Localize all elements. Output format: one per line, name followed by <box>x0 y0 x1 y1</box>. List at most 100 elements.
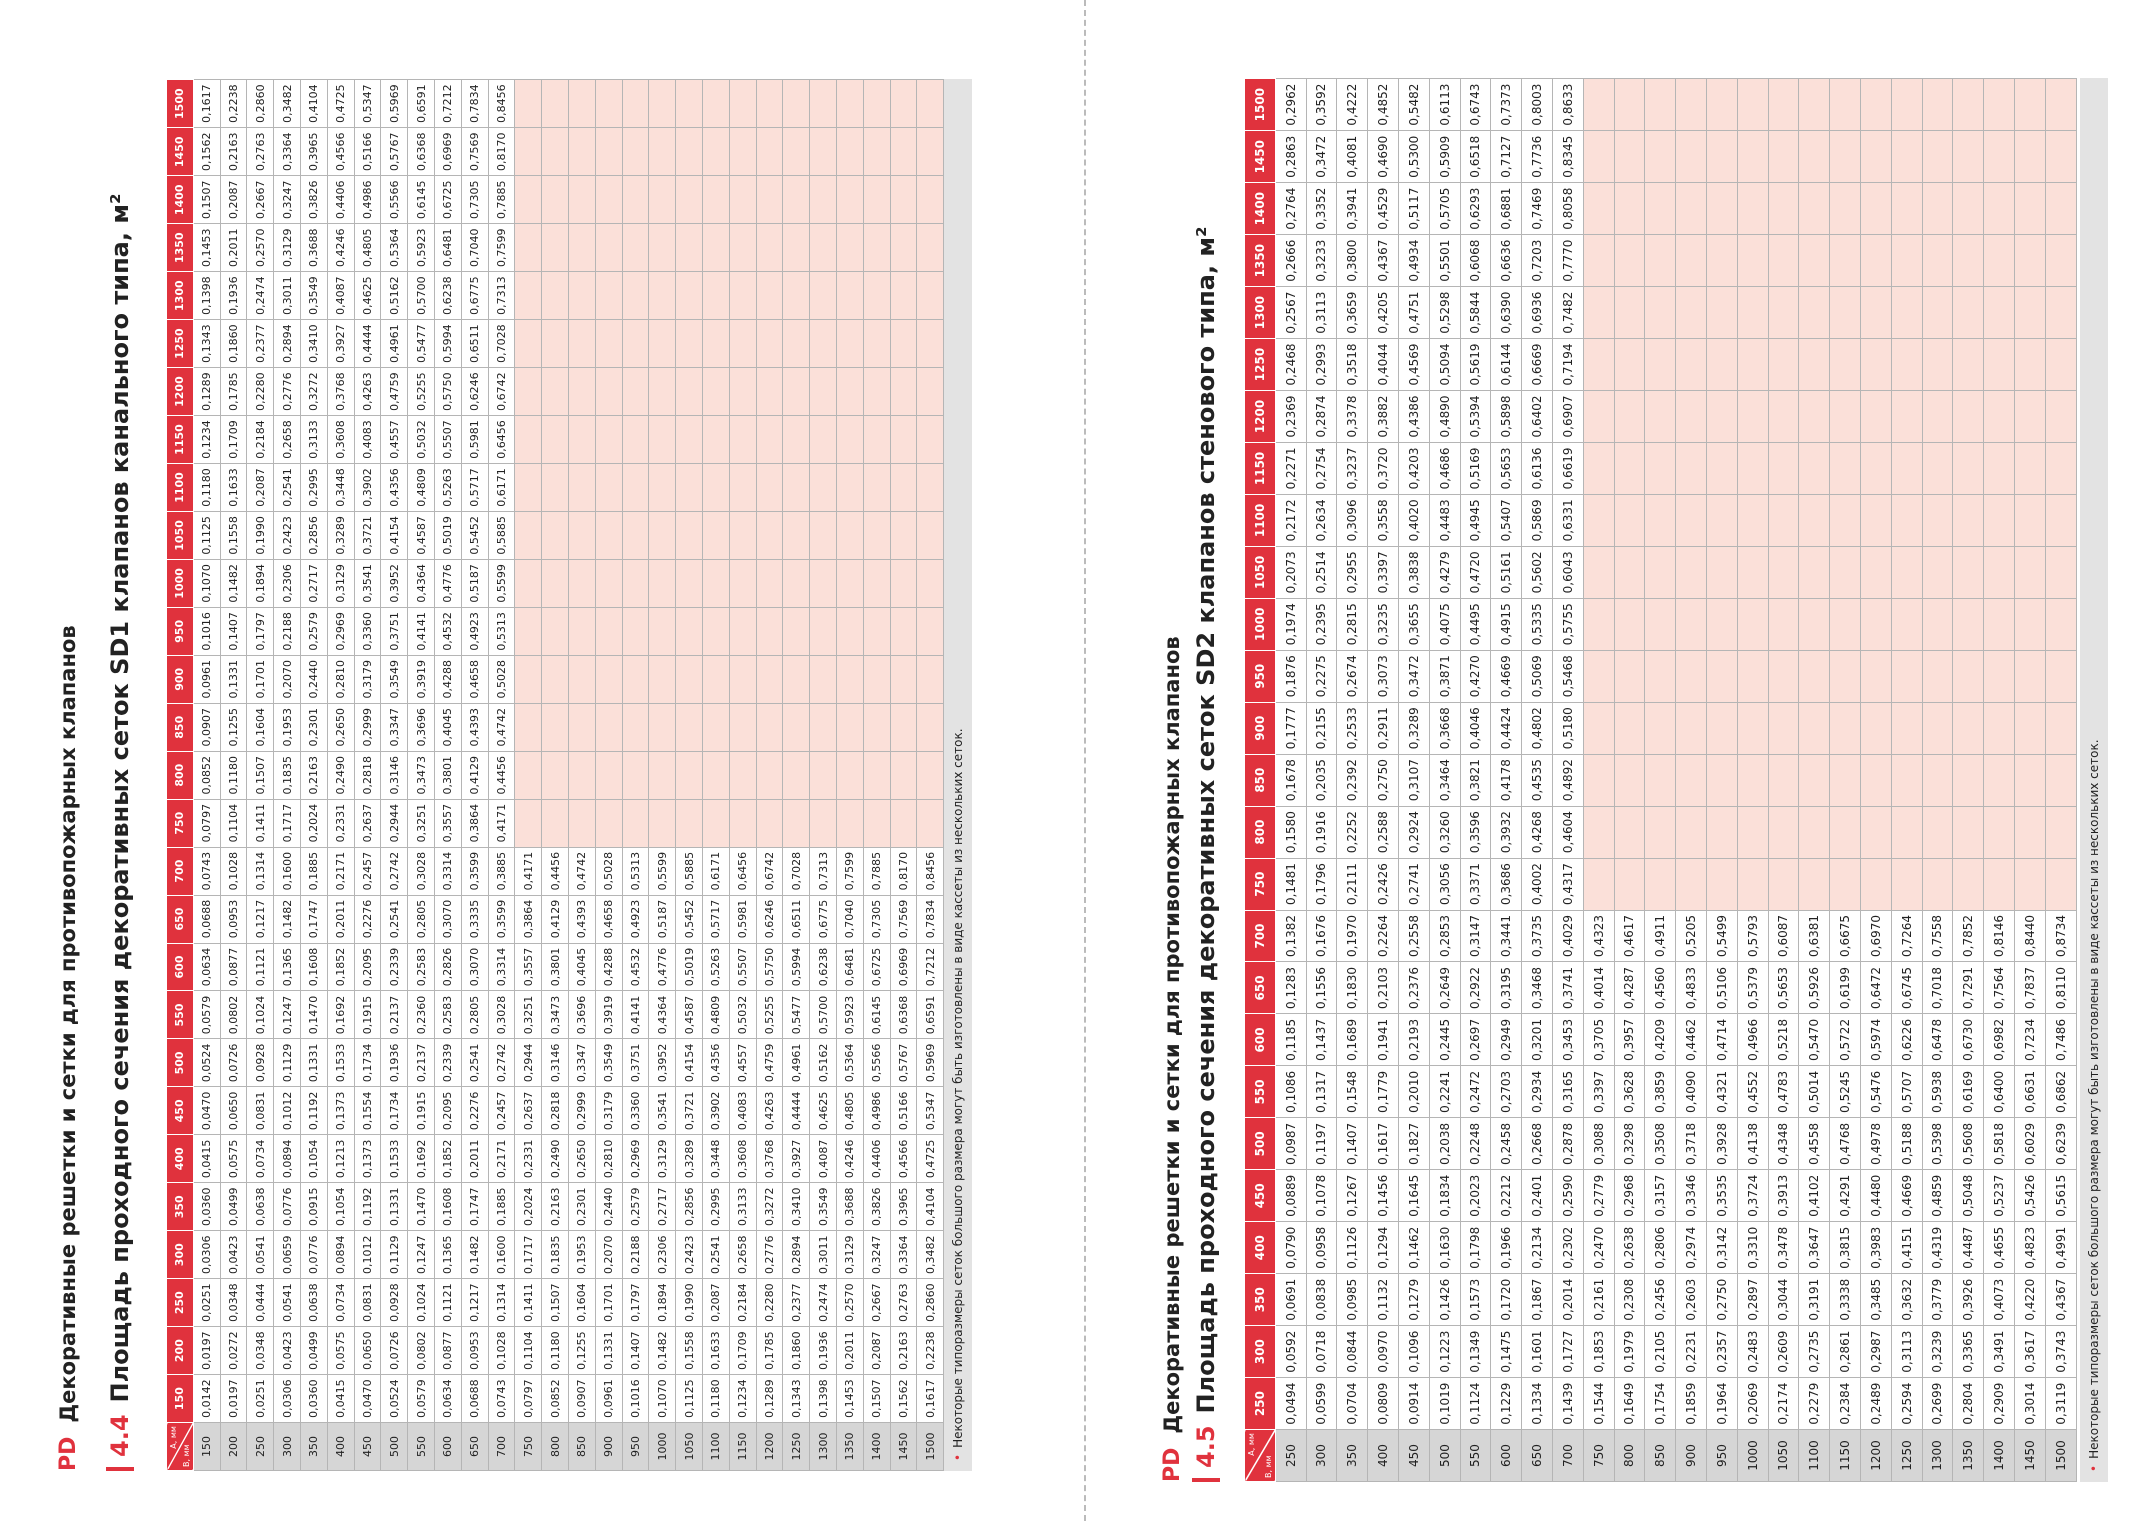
cell: 0,1453 <box>193 223 221 272</box>
cell: 0,1936 <box>380 1038 408 1087</box>
cell: 0,3628 <box>1614 1065 1645 1118</box>
empty-cell <box>782 415 810 464</box>
cell: 0,3107 <box>1398 754 1430 807</box>
empty-cell <box>568 655 596 704</box>
empty-cell <box>1644 858 1676 911</box>
cell: 0,3659 <box>1336 286 1368 339</box>
empty-cell <box>1860 286 1892 339</box>
empty-cell <box>1829 338 1861 391</box>
cell: 0,5166 <box>890 1086 917 1135</box>
empty-cell <box>1583 598 1615 651</box>
cell: 0,6742 <box>756 847 783 896</box>
cell: 0,5969 <box>380 79 408 128</box>
empty-cell <box>702 703 730 752</box>
cell: 0,1689 <box>1336 1013 1368 1066</box>
cell: 0,4560 <box>1644 961 1676 1014</box>
cell: 0,2445 <box>1429 1013 1461 1066</box>
cell: 0,3378 <box>1336 390 1368 443</box>
empty-cell <box>1706 234 1738 287</box>
cell: 0,0831 <box>354 1278 381 1327</box>
cell: 0,1785 <box>756 1326 783 1375</box>
cell: 0,4751 <box>1398 286 1430 339</box>
empty-cell <box>568 751 596 800</box>
bullet: • <box>951 1453 965 1461</box>
empty-cell <box>1675 338 1707 391</box>
cell: 0,2134 <box>1521 1221 1553 1274</box>
cell: 0,2163 <box>890 1326 917 1375</box>
corner-b-label: В, мм <box>181 1444 191 1467</box>
empty-cell <box>809 703 837 752</box>
cell: 0,2384 <box>1829 1377 1861 1430</box>
empty-cell <box>1583 650 1615 703</box>
cell: 0,2458 <box>1490 1117 1522 1170</box>
cell: 0,1217 <box>461 1278 489 1327</box>
cell: 0,5566 <box>863 1038 891 1087</box>
table-row: 200 0,0197 0,0272 0,0348 0,0423 0,0499 0,0575 0… <box>220 79 247 1471</box>
cell: 0,3482 <box>916 1230 944 1279</box>
row-header: 700 <box>1552 1429 1584 1482</box>
empty-cell <box>541 79 569 128</box>
empty-cell <box>2045 78 2077 131</box>
cell: 0,4852 <box>1367 78 1399 131</box>
cell: 0,2188 <box>622 1230 649 1279</box>
cell: 0,1096 <box>1398 1325 1430 1378</box>
cell: 0,1437 <box>1306 1013 1337 1066</box>
column-header: 550 <box>1244 1065 1276 1118</box>
cell: 0,5014 <box>1798 1065 1830 1118</box>
cell: 0,0852 <box>193 751 221 800</box>
corner-a-label: А, мм <box>1247 1433 1256 1456</box>
cell: 0,1255 <box>220 703 247 752</box>
cell: 0,3360 <box>622 1086 649 1135</box>
cell: 0,1853 <box>1583 1325 1615 1378</box>
empty-cell <box>1798 182 1830 235</box>
empty-cell <box>1983 650 2015 703</box>
empty-cell <box>568 559 596 608</box>
cell: 0,3720 <box>1367 442 1399 495</box>
empty-cell <box>1829 598 1861 651</box>
cell: 0,4263 <box>756 1086 783 1135</box>
empty-cell <box>2045 858 2077 911</box>
empty-cell <box>1768 182 1799 235</box>
cell: 0,3146 <box>541 1038 569 1087</box>
table-row: 1200 0,2489 0,2987 0,3485 0,3983 0,4480 0,4978… <box>1860 78 1892 1482</box>
cell: 0,2184 <box>246 415 274 464</box>
cell: 0,3599 <box>488 895 515 944</box>
empty-cell <box>863 175 891 224</box>
empty-cell <box>756 559 783 608</box>
empty-cell <box>1952 78 1984 131</box>
table-row: 1200 0,1289 0,1785 0,2280 0,2776 0,3272 0,3768… <box>756 79 783 1471</box>
cell: 0,1676 <box>1306 910 1337 962</box>
cell: 0,2011 <box>836 1326 864 1375</box>
cell: 0,1720 <box>1490 1273 1522 1326</box>
empty-cell <box>541 655 569 704</box>
cell: 0,2779 <box>1583 1169 1615 1222</box>
empty-cell <box>809 655 837 704</box>
cell: 0,5094 <box>1429 338 1461 391</box>
row-header: 1300 <box>809 1422 837 1471</box>
cell: 0,2860 <box>246 79 274 128</box>
empty-cell <box>836 175 864 224</box>
cell: 0,4154 <box>380 511 408 560</box>
row-header: 750 <box>514 1422 542 1471</box>
cell: 0,2070 <box>595 1230 623 1279</box>
empty-cell <box>702 127 730 176</box>
empty-cell <box>890 607 917 656</box>
empty-cell <box>1891 78 1923 131</box>
empty-cell <box>702 463 730 512</box>
cell: 0,5069 <box>1521 650 1553 703</box>
empty-cell <box>622 511 649 560</box>
empty-cell <box>782 511 810 560</box>
cell: 0,5180 <box>1552 702 1584 755</box>
cell: 0,1482 <box>461 1230 489 1279</box>
empty-cell <box>1614 78 1645 131</box>
empty-cell <box>541 415 569 464</box>
cell: 0,2331 <box>514 1134 542 1183</box>
cell: 0,6239 <box>2045 1117 2077 1170</box>
cell: 0,0852 <box>541 1374 569 1423</box>
cell: 0,6511 <box>461 319 489 368</box>
cell: 0,3397 <box>1583 1065 1615 1118</box>
cell: 0,0961 <box>193 655 221 704</box>
empty-cell <box>1737 338 1769 391</box>
cell: 0,4714 <box>1706 1013 1738 1066</box>
cell: 0,3113 <box>1891 1325 1923 1378</box>
